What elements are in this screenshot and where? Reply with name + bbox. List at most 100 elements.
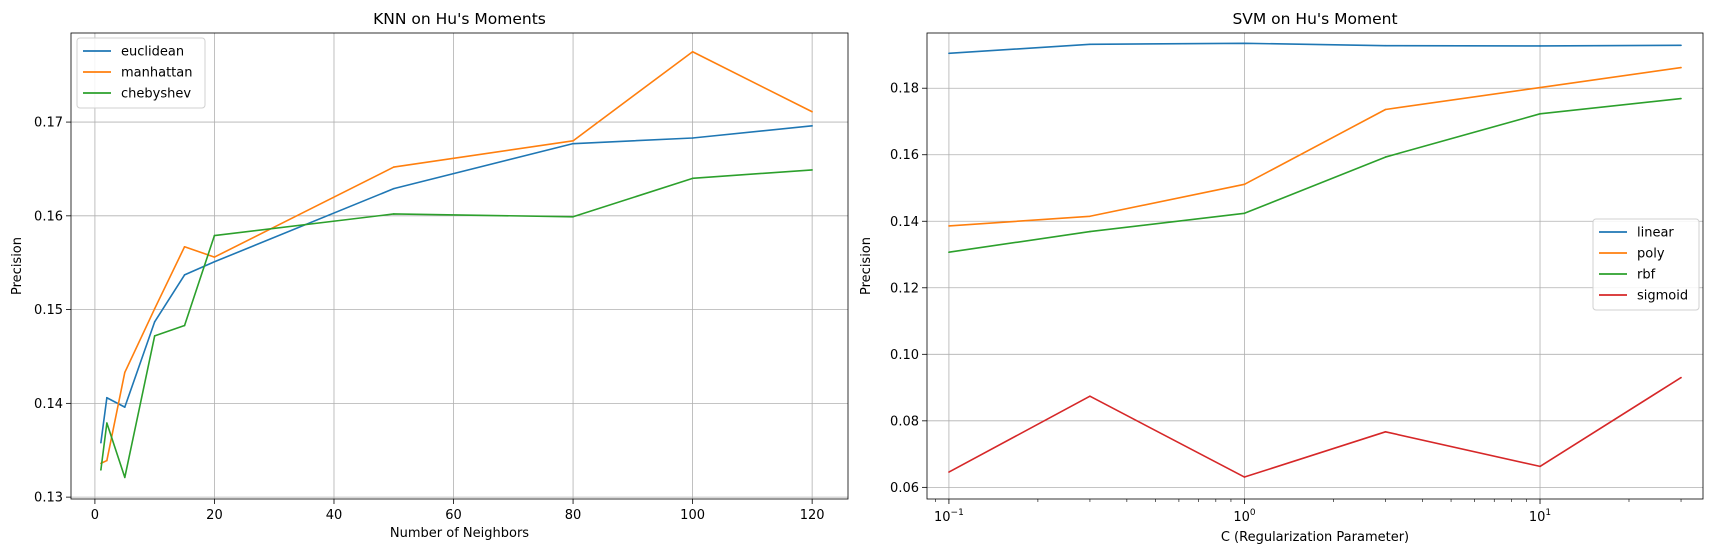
x-axis-label: Number of Neighbors: [390, 526, 529, 541]
data-point-manhattan: [392, 166, 395, 168]
series-line-chebyshev: [100, 169, 813, 479]
data-point-manhattan: [213, 256, 216, 258]
y-tick-label: 0.13: [34, 491, 63, 506]
data-point-poly: [1680, 66, 1682, 69]
plot-frame: [70, 32, 849, 500]
x-tick-label: 10−1: [934, 508, 964, 525]
y-tick-label: 0.14: [34, 397, 63, 412]
x-tick-label-base: 10: [1529, 510, 1546, 525]
x-tick-label-base: 10: [1233, 510, 1250, 525]
x-tick-label: 100: [680, 508, 705, 523]
data-point-poly: [1384, 108, 1387, 111]
y-tick-label: 0.18: [890, 82, 919, 97]
legend-label-poly: poly: [1637, 247, 1665, 262]
plot-frame: [926, 32, 1704, 500]
x-tick-label: 120: [800, 508, 825, 523]
data-point-sigmoid: [1680, 376, 1682, 379]
series-line-euclidean: [100, 125, 813, 443]
y-axis-label: Precision: [859, 237, 874, 295]
data-point-euclidean: [213, 260, 216, 263]
data-point-linear: [1680, 44, 1682, 47]
x-tick-label-exponent: 1: [1545, 508, 1551, 518]
data-point-chebyshev: [213, 234, 216, 237]
legend-box: [1592, 218, 1700, 311]
data-point-chebyshev: [811, 169, 813, 171]
data-point-sigmoid: [1384, 431, 1387, 433]
x-axis-label: C (Regularization Parameter): [1221, 530, 1409, 545]
x-tick-label-exponent: 0: [1250, 508, 1256, 518]
series-line-sigmoid: [948, 376, 1682, 478]
x-tick-label: 60: [445, 508, 462, 523]
data-point-euclidean: [691, 137, 694, 139]
data-point-chebyshev: [392, 213, 395, 215]
data-point-poly: [1243, 183, 1246, 186]
data-point-chebyshev: [572, 215, 574, 218]
x-tick-label: 100: [1233, 508, 1256, 525]
data-point-euclidean: [123, 406, 126, 408]
series-line-manhattan: [100, 50, 813, 465]
data-point-sigmoid: [1089, 395, 1091, 398]
x-tick-label: 40: [326, 508, 343, 523]
series-line-poly: [948, 66, 1682, 227]
series-line-rbf: [948, 97, 1682, 253]
data-point-euclidean: [572, 142, 574, 145]
data-point-euclidean: [183, 274, 186, 276]
legend-label-linear: linear: [1637, 226, 1674, 241]
data-point-sigmoid: [1539, 465, 1541, 468]
data-point-linear: [1539, 45, 1541, 47]
legend-label-chebyshev: chebyshev: [121, 87, 191, 102]
data-point-chebyshev: [153, 335, 156, 337]
legend-label-euclidean: euclidean: [121, 45, 184, 60]
legend-box: [76, 37, 206, 109]
data-point-rbf: [948, 251, 950, 253]
y-axis-label: Precision: [10, 237, 25, 295]
y-tick-label: 0.08: [890, 414, 919, 429]
data-point-linear: [948, 52, 950, 55]
data-point-rbf: [1243, 212, 1246, 215]
data-point-chebyshev: [183, 324, 186, 327]
data-point-manhattan: [153, 307, 156, 310]
data-point-manhattan: [811, 110, 813, 113]
data-point-manhattan: [183, 245, 186, 248]
data-point-euclidean: [100, 441, 102, 444]
data-point-chebyshev: [691, 177, 694, 180]
data-point-poly: [1539, 86, 1541, 89]
legend: euclidean manhattan chebyshev: [76, 37, 206, 109]
y-tick-label: 0.16: [890, 148, 919, 163]
data-point-manhattan: [123, 371, 126, 374]
chart-title: SVM on Hu's Moment: [1232, 10, 1397, 28]
data-point-chebyshev: [106, 422, 108, 424]
x-tick-label: 80: [565, 508, 582, 523]
data-point-linear: [1384, 44, 1387, 47]
y-tick-label: 0.12: [890, 281, 919, 296]
data-point-sigmoid: [1243, 476, 1246, 478]
data-point-euclidean: [811, 125, 813, 127]
data-point-rbf: [1680, 97, 1682, 100]
data-point-rbf: [1384, 156, 1387, 158]
data-point-euclidean: [153, 320, 156, 323]
data-point-rbf: [1089, 230, 1091, 233]
data-point-sigmoid: [948, 471, 950, 473]
svm-chart: 10−1 100 1010.060.080.100.120.140.160.18SV…: [859, 10, 1704, 545]
data-point-linear: [1089, 43, 1091, 46]
x-tick-label: 101: [1529, 508, 1551, 525]
legend-label-sigmoid: sigmoid: [1637, 289, 1688, 304]
x-tick-label: 0: [91, 508, 99, 523]
y-tick-label: 0.17: [34, 116, 63, 131]
legend: linear poly rbf sigmoid: [1592, 218, 1700, 311]
x-tick-label-exponent: −1: [951, 508, 964, 518]
knn-chart: 0 20 40 60 80 100 120 0.13 0.14 0.15 0.16 0.17 KNN o…: [10, 10, 849, 541]
y-tick-label: 0.06: [890, 481, 919, 496]
x-tick-label: 20: [206, 508, 223, 523]
data-point-linear: [1243, 42, 1246, 45]
data-point-euclidean: [392, 187, 395, 190]
data-point-chebyshev: [123, 476, 126, 479]
y-tick-label: 0.10: [890, 348, 919, 363]
x-tick-label-base: 10: [934, 510, 951, 525]
data-point-manhattan: [572, 140, 574, 142]
data-point-rbf: [1539, 113, 1541, 115]
data-point-manhattan: [106, 459, 108, 462]
y-tick-label: 0.14: [890, 215, 919, 230]
chart-title: KNN on Hu's Moments: [373, 10, 546, 28]
